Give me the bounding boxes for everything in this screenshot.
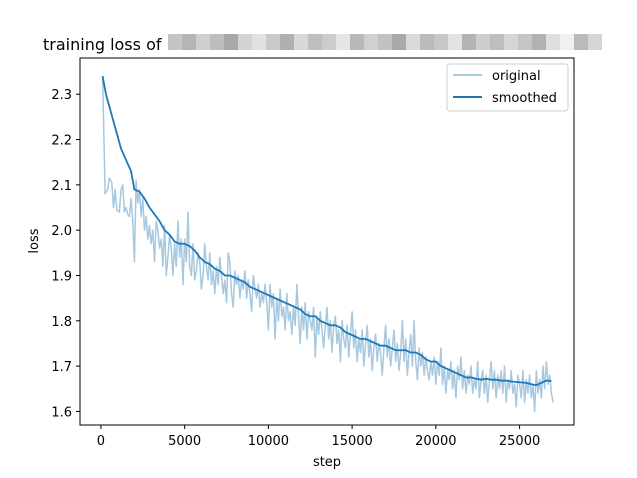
y-tick-label: 1.8 — [51, 315, 72, 330]
x-tick-label: 5000 — [168, 434, 201, 449]
title-redaction — [168, 34, 602, 50]
y-axis: 1.6 1.7 1.8 1.9 2.0 2.1 2.2 2.3 — [51, 88, 80, 420]
x-tick-label: 15000 — [331, 434, 372, 449]
y-tick-label: 1.7 — [51, 360, 72, 375]
chart-title: training loss of — [43, 35, 162, 54]
x-tick-label: 10000 — [248, 434, 289, 449]
y-tick-label: 1.9 — [51, 269, 72, 284]
series-smoothed — [101, 75, 552, 387]
y-tick-label: 2.1 — [51, 179, 72, 194]
x-tick-label: 25000 — [499, 434, 540, 449]
y-tick-label: 2.2 — [51, 134, 72, 149]
x-tick-label: 0 — [97, 434, 105, 449]
legend-label-smoothed: smoothed — [492, 91, 557, 106]
x-axis: 0 5000 10000 15000 20000 25000 — [97, 425, 540, 449]
x-axis-label: step — [313, 455, 341, 470]
legend: original smoothed — [446, 63, 569, 112]
x-tick-label: 20000 — [415, 434, 456, 449]
y-tick-label: 2.0 — [51, 224, 72, 239]
series-line-smoothed — [101, 75, 552, 387]
y-tick-label: 2.3 — [51, 88, 72, 103]
y-tick-label: 1.6 — [51, 405, 72, 420]
legend-label-original: original — [492, 69, 541, 84]
y-axis-label: loss — [27, 228, 42, 253]
